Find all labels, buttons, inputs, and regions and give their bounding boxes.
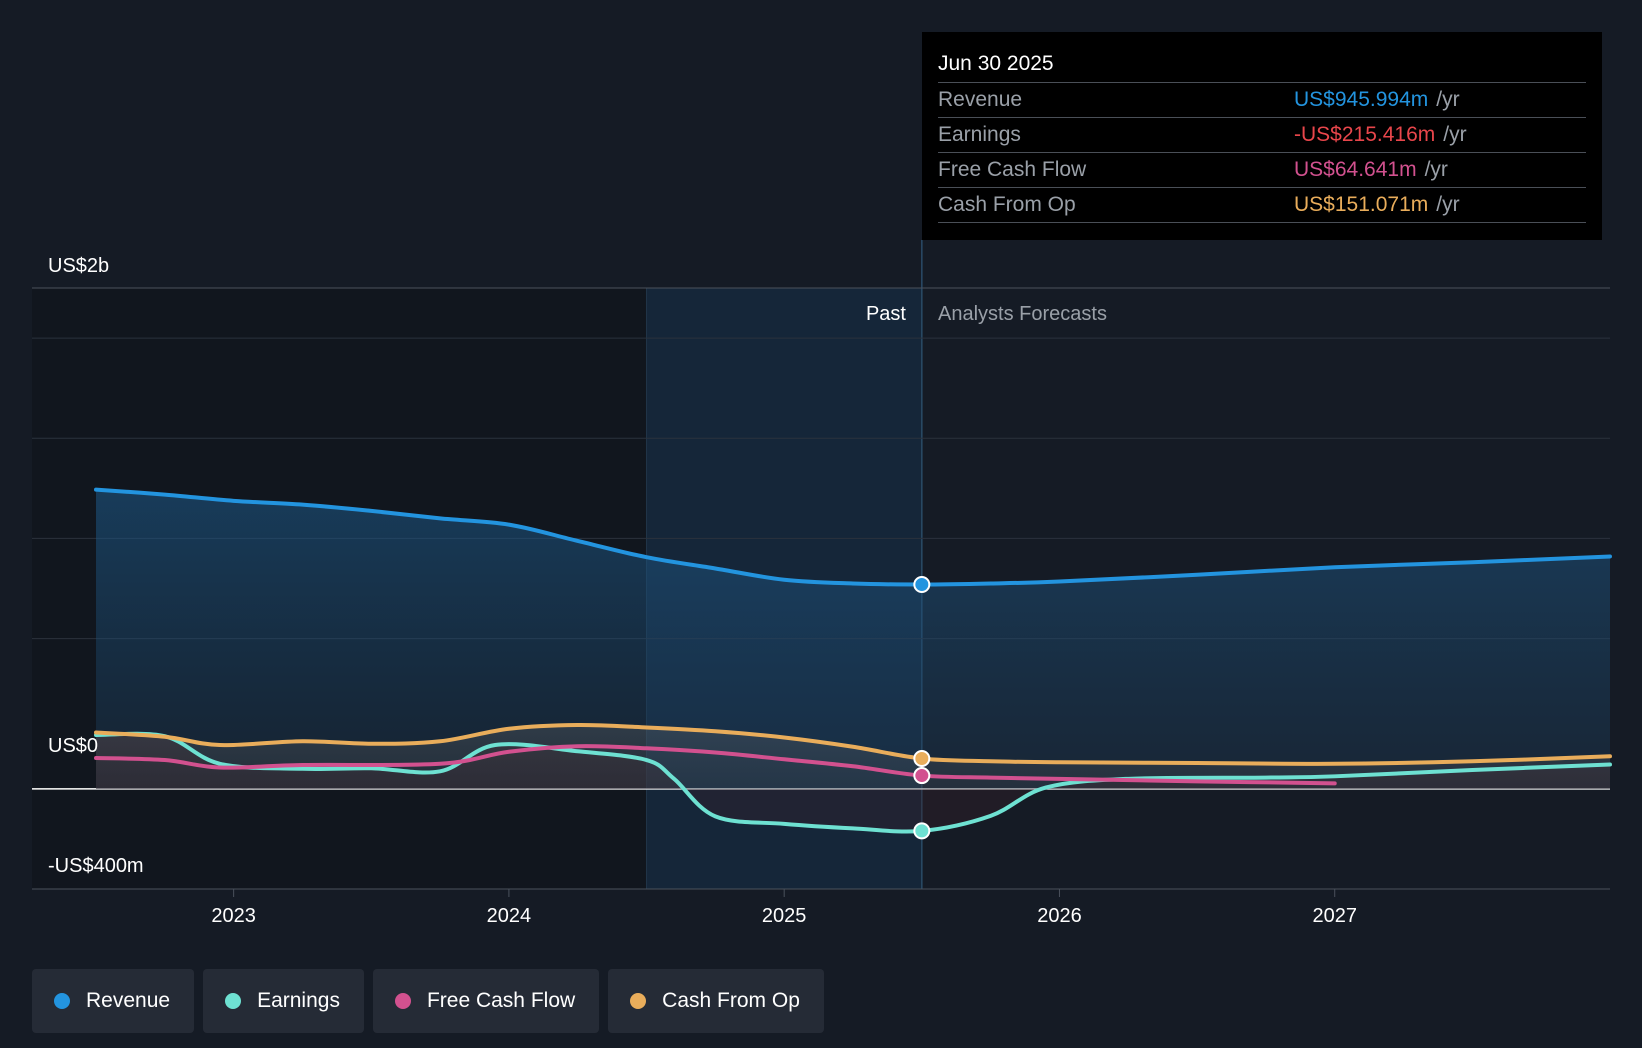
- earnings-marker: [913, 822, 931, 840]
- legend-item-cash-from-op[interactable]: Cash From Op: [608, 969, 824, 1033]
- tooltip-label: Revenue: [938, 88, 1023, 111]
- cash-from-op-area: [96, 724, 1610, 789]
- tooltip-value: US$151.071m: [1294, 193, 1429, 216]
- tooltip-row-revenue: Revenue US$945.994m /yr: [938, 83, 1586, 118]
- tooltip-unit: /yr: [1443, 123, 1467, 146]
- chart-svg: US$2b US$0 -US$400m Past Analysts Foreca…: [32, 240, 1612, 927]
- legend-dot-icon: [54, 993, 70, 1009]
- tooltip-label: Free Cash Flow: [938, 158, 1087, 181]
- cash-from-op-marker: [913, 750, 931, 768]
- past-label: Past: [866, 303, 906, 325]
- x-tick-label: 2024: [487, 905, 532, 927]
- tooltip-value: US$64.641m: [1294, 158, 1417, 181]
- x-tick-label: 2023: [211, 905, 256, 927]
- tooltip-value: -US$215.416m: [1294, 123, 1436, 146]
- legend-label: Revenue: [86, 989, 171, 1012]
- legend: Revenue Earnings Free Cash Flow Cash Fro…: [32, 969, 824, 1033]
- revenue-line: [94, 487, 1612, 587]
- tooltip-unit: /yr: [1436, 193, 1460, 216]
- tooltip-label: Cash From Op: [938, 193, 1076, 216]
- tooltip-label: Earnings: [938, 123, 1021, 146]
- tooltip-row-cash-from-op: Cash From Op US$151.071m /yr: [938, 188, 1586, 223]
- tooltip-date: Jun 30 2025: [938, 46, 1586, 83]
- legend-label: Earnings: [257, 989, 340, 1012]
- x-tick-label: 2027: [1312, 905, 1357, 927]
- tooltip-unit: /yr: [1436, 88, 1460, 111]
- earnings-line: [94, 731, 1612, 834]
- revenue-marker: [913, 575, 931, 593]
- y-label-zero: US$0: [48, 735, 98, 757]
- cash-from-op-line: [94, 722, 1612, 766]
- legend-item-revenue[interactable]: Revenue: [32, 969, 195, 1033]
- free-cash-flow-marker: [913, 767, 931, 785]
- tooltip-value: US$945.994m: [1294, 88, 1429, 111]
- legend-item-free-cash-flow[interactable]: Free Cash Flow: [372, 969, 600, 1033]
- free-cash-flow-line: [94, 744, 1337, 786]
- legend-label: Free Cash Flow: [426, 989, 576, 1012]
- legend-dot-icon: [394, 993, 411, 1009]
- y-label-top: US$2b: [48, 255, 109, 277]
- tooltip-row-earnings: Earnings -US$215.416m /yr: [938, 118, 1586, 153]
- legend-item-earnings[interactable]: Earnings: [203, 969, 364, 1033]
- x-tick-label: 2026: [1037, 905, 1082, 927]
- tooltip-row-free-cash-flow: Free Cash Flow US$64.641m /yr: [938, 153, 1586, 188]
- legend-dot-icon: [630, 993, 647, 1009]
- legend-label: Cash From Op: [662, 989, 800, 1012]
- legend-dot-icon: [225, 993, 242, 1009]
- revenue-area: [96, 489, 1610, 789]
- x-tick-label: 2025: [762, 905, 807, 927]
- tooltip-unit: /yr: [1424, 158, 1448, 181]
- tooltip: Jun 30 2025 Revenue US$945.994m /yr Earn…: [922, 32, 1602, 240]
- y-label-bottom: -US$400m: [48, 855, 144, 877]
- forecast-label: Analysts Forecasts: [938, 303, 1107, 325]
